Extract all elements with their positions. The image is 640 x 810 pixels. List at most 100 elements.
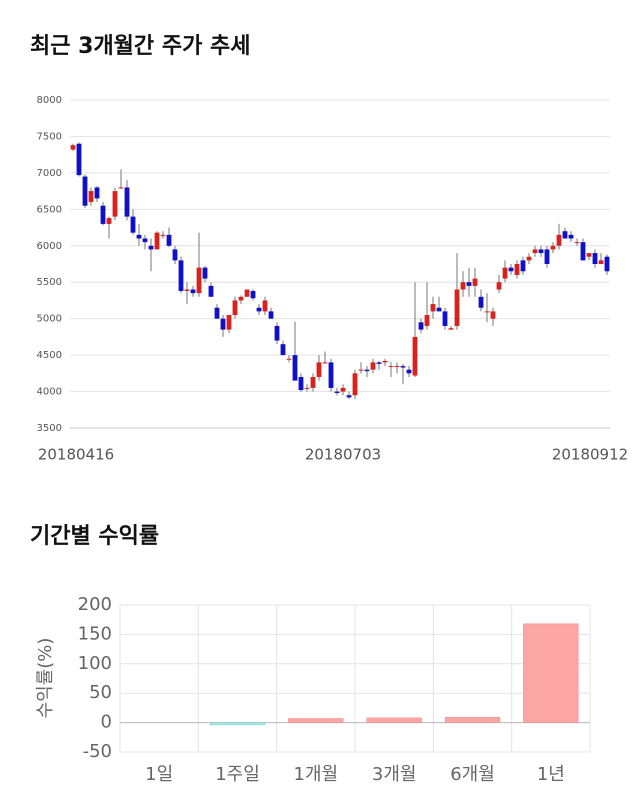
candle-body xyxy=(544,249,550,264)
candle-body xyxy=(118,187,124,189)
candle-body xyxy=(448,328,454,330)
candle-body xyxy=(442,311,448,326)
candle-body xyxy=(322,362,328,364)
candle-body xyxy=(232,300,238,316)
candle-body xyxy=(574,242,580,244)
candle-body xyxy=(148,245,154,250)
candle-body xyxy=(172,249,178,261)
x-tick-label: 1일 xyxy=(145,764,173,785)
candle-body xyxy=(112,191,118,217)
y-tick-label: 0 xyxy=(101,712,112,733)
bar xyxy=(444,717,501,723)
candle-body xyxy=(376,362,382,364)
chart-title: 기간별 수익률 xyxy=(30,524,159,549)
candle-body xyxy=(208,285,214,297)
candle-body xyxy=(268,311,274,319)
candle-body xyxy=(166,234,172,246)
candle-body xyxy=(490,311,496,319)
x-tick-label: 20180912 xyxy=(552,446,628,464)
candle-body xyxy=(340,387,346,392)
candle-body xyxy=(370,362,376,370)
candle-body xyxy=(106,218,112,224)
candle-body xyxy=(520,260,526,272)
candle-body xyxy=(364,369,370,372)
candle-body xyxy=(76,143,82,176)
candle-body xyxy=(190,289,196,294)
candle-body xyxy=(592,253,598,264)
candle-body xyxy=(580,242,586,261)
y-tick-label: 100 xyxy=(78,653,112,674)
candle-body xyxy=(466,282,472,286)
bar xyxy=(366,717,422,723)
candle-body xyxy=(328,362,334,388)
candle-body xyxy=(70,145,76,150)
candle-body xyxy=(556,234,562,246)
candle-body xyxy=(154,232,160,250)
chart-title: 최근 3개월간 주가 추세 xyxy=(30,34,250,59)
candle-body xyxy=(130,216,136,233)
candle-body xyxy=(514,264,520,275)
y-tick-label: 6500 xyxy=(37,204,62,215)
candle-body xyxy=(202,267,208,279)
candle-body xyxy=(256,307,262,312)
candle-body xyxy=(184,289,190,291)
y-tick-label: 3500 xyxy=(37,423,62,434)
x-tick-label: 1년 xyxy=(537,764,565,785)
candle-body xyxy=(238,296,244,301)
candle-body xyxy=(262,300,268,312)
candle-body xyxy=(226,315,232,330)
candle-body xyxy=(136,234,142,239)
x-tick-label: 3개월 xyxy=(372,764,417,785)
candle-body xyxy=(124,187,130,217)
candle-body xyxy=(382,360,388,363)
y-tick-label: 8000 xyxy=(37,95,62,106)
candle-body xyxy=(418,322,424,330)
candle-body xyxy=(550,245,556,250)
candle-body xyxy=(406,369,412,374)
candle-body xyxy=(472,278,478,286)
candle-body xyxy=(292,355,298,381)
candle-body xyxy=(508,267,514,272)
y-tick-label: 7500 xyxy=(37,131,62,142)
candle-body xyxy=(100,205,106,224)
y-tick-label: -50 xyxy=(83,741,112,762)
y-tick-label: 5000 xyxy=(37,314,62,325)
candle-body xyxy=(214,307,220,319)
candle-body xyxy=(454,289,460,326)
candle-body xyxy=(502,267,508,279)
candle-body xyxy=(604,256,610,272)
candle-body xyxy=(400,366,406,368)
y-tick-label: 6000 xyxy=(37,241,62,252)
bar xyxy=(209,722,266,726)
candle-body xyxy=(304,387,310,389)
candle-body xyxy=(568,234,574,239)
candle-body xyxy=(424,315,430,326)
candle-body xyxy=(496,282,502,290)
candle-body xyxy=(598,260,604,264)
candle-body xyxy=(298,376,304,391)
y-tick-label: 150 xyxy=(78,623,112,644)
candle-body xyxy=(388,366,394,368)
candle-body xyxy=(280,344,286,356)
candle-body xyxy=(526,256,532,261)
bar xyxy=(288,718,344,723)
y-tick-label: 4500 xyxy=(37,350,62,361)
x-tick-label: 20180416 xyxy=(38,446,114,464)
candle-body xyxy=(334,391,340,394)
candle-body xyxy=(586,253,592,257)
candle-body xyxy=(346,395,352,398)
candle-body xyxy=(430,304,436,312)
y-tick-label: 50 xyxy=(89,682,112,703)
bar xyxy=(523,623,579,723)
candle-body xyxy=(484,311,490,313)
candle-body xyxy=(142,238,148,243)
y-tick-label: 4000 xyxy=(37,387,62,398)
candle-body xyxy=(316,362,322,377)
candle-body xyxy=(250,290,256,299)
candle-body xyxy=(412,336,418,376)
candle-body xyxy=(460,282,466,290)
x-tick-label: 6개월 xyxy=(450,764,495,785)
candle-body xyxy=(532,249,538,254)
y-tick-label: 7000 xyxy=(37,168,62,179)
y-tick-label: 200 xyxy=(78,594,112,615)
